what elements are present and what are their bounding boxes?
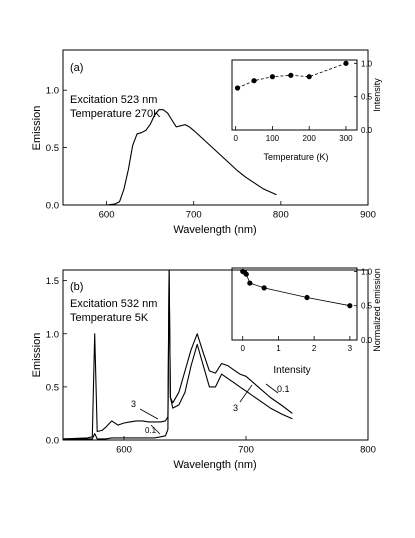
panel-a-ytick-label-0: 0.0 [46, 201, 59, 212]
panel-b-ytick-label-2: 1.0 [46, 329, 59, 340]
panel-b-label: (b) [70, 281, 83, 293]
panel-b-ytick-label-3: 1.5 [46, 276, 59, 287]
panel-a-inset-xtick-label-2: 200 [303, 134, 317, 143]
panel-a-inset-point-1 [251, 78, 257, 84]
panel-b-inset-y-axis-label: Normalized emission [372, 268, 382, 352]
panel-a-xtick-label-1: 700 [186, 210, 202, 221]
panel-b-inset-point-3 [247, 280, 253, 286]
panel-b-inset-xtick-label-3: 3 [348, 344, 353, 353]
panel-a-inset: 0.0 0.5 1.0 0 100 200 300 Temperature (K) Int… [231, 59, 382, 162]
panel-a-xtick-label-3: 900 [360, 210, 376, 221]
panel-b-excitation-note: Excitation 532 nm [70, 298, 157, 310]
panel-b-curve-label-01-right: 0.1 [277, 384, 290, 394]
panel-a-inset-point-3 [288, 72, 294, 78]
panel-b-y-axis: 0.0 0.5 1.0 1.5 [46, 276, 67, 447]
panel-b-x-axis-label: Wavelength (nm) [173, 459, 256, 471]
panel-a-plot-frame [62, 49, 369, 206]
panel-b-inset-ytick-label-1: 0.5 [361, 302, 373, 311]
panel-b-inset-xtick-label-0: 0 [240, 344, 245, 353]
panel-a-xtick-label-2: 800 [273, 210, 289, 221]
panel-a-x-axis-label: Wavelength (nm) [173, 224, 256, 236]
panel-b-curve-label-3-left-leader [139, 408, 159, 420]
panel-b-y-axis-label: Emission [31, 333, 43, 378]
panel-b-inset-x-axis-label: Intensity [273, 365, 310, 376]
panel-a-x-axis: 600 700 800 900 [99, 201, 376, 221]
panel-a-inset-y-axis-label: Intensity [372, 78, 382, 112]
panel-b-curve-label-01-left-leader [150, 424, 161, 435]
panel-a-label: (a) [70, 62, 83, 74]
panel-a-inset-frame [231, 59, 358, 131]
panel-a-inset-point-4 [306, 74, 312, 80]
panel-a-inset-point-2 [269, 74, 276, 80]
panel-b-xtick-label-1: 700 [238, 445, 254, 456]
panel-a-inset-ytick-label-2: 1.0 [361, 59, 373, 68]
panel-b-inset-point-2 [243, 271, 249, 277]
panel-b-curve-3 [62, 269, 293, 440]
panel-a-y-axis-label: Emission [31, 106, 43, 151]
panel-b-curve-label-01-left: 0.1 [145, 426, 157, 435]
panel-b-ytick-label-0: 0.0 [46, 436, 59, 447]
panel-b-inset-ytick-label-2: 1.0 [361, 267, 373, 276]
panel-b-inset-y-axis: 0.0 0.5 1.0 [354, 267, 373, 345]
panel-a-temperature-note: Temperature 270K [70, 108, 161, 120]
panel-b-inset-line [242, 271, 350, 307]
panel-a-inset-y-axis: 0.0 0.5 1.0 [354, 59, 373, 135]
panel-a-inset-point-5 [343, 60, 349, 66]
panel-b-curve-label-3-left: 3 [131, 399, 136, 409]
panel-b-xtick-label-0: 600 [116, 445, 132, 456]
panel-b-inset-xtick-label-2: 2 [312, 344, 317, 353]
panel-a-inset-markers [234, 60, 349, 91]
panel-a-xtick-label-0: 600 [99, 210, 115, 221]
panel-a-y-axis: 0.0 0.5 1.0 [46, 86, 67, 212]
panel-b-curve-labels: 3 0.1 3 0.1 [131, 383, 290, 435]
panel-b-inset-ytick-label-0: 0.0 [361, 336, 373, 345]
panel-b-curve-0.1 [63, 269, 293, 440]
panel-b-plot-frame [62, 269, 369, 441]
panel-b-ytick-label-1: 0.5 [46, 382, 59, 393]
panel-a-ytick-label-2: 1.0 [46, 86, 59, 97]
panel-b-inset-xtick-label-1: 1 [276, 344, 281, 353]
panel-b-x-axis: 600 700 800 [116, 436, 376, 456]
panel-b-inset-point-6 [347, 303, 353, 309]
panel-a-inset-point-0 [234, 85, 241, 91]
panel-a-inset-ytick-label-1: 0.5 [361, 93, 373, 102]
panel-b-inset-markers [240, 268, 353, 309]
panel-b-inset-point-4 [261, 285, 267, 291]
panel-a-inset-ytick-label-0: 0.0 [361, 126, 373, 135]
panel-b-inset-frame [231, 267, 358, 341]
panel-a-inset-xtick-label-0: 0 [233, 134, 238, 143]
panel-b-inset: 0.0 0.5 1.0 0 1 2 3 Intensity Normalized emis… [231, 267, 382, 376]
panel-b-inset-point-5 [304, 294, 310, 301]
panel-a-inset-x-axis-label: Temperature (K) [263, 152, 328, 162]
panel-a-inset-x-axis: 0 100 200 300 [233, 126, 353, 143]
panel-b-curve-label-3-right: 3 [233, 403, 238, 413]
panel-b-xtick-label-2: 800 [360, 445, 376, 456]
panel-b-temperature-note: Temperature 5K [70, 312, 149, 324]
panel-a-inset-line [237, 62, 347, 89]
panel-a-emission-curve [63, 109, 277, 206]
panel-a-excitation-note: Excitation 523 nm [70, 94, 157, 106]
panel-b-inset-x-axis: 0 1 2 3 [240, 336, 353, 353]
panel-a-ytick-label-1: 0.5 [46, 143, 59, 154]
panel-b: 0.0 0.5 1.0 1.5 600 700 800 (b) Excitation 53… [31, 267, 382, 471]
panel-a-inset-xtick-label-3: 300 [339, 134, 353, 143]
panel-b-curve-label-01-right-leader [265, 383, 279, 394]
panel-a-inset-xtick-label-1: 100 [266, 134, 280, 143]
panel-b-curve-label-3-right-leader [239, 384, 253, 403]
panel-a: 0.0 0.5 1.0 600 700 800 900 (a) Excitation 52… [31, 49, 382, 236]
